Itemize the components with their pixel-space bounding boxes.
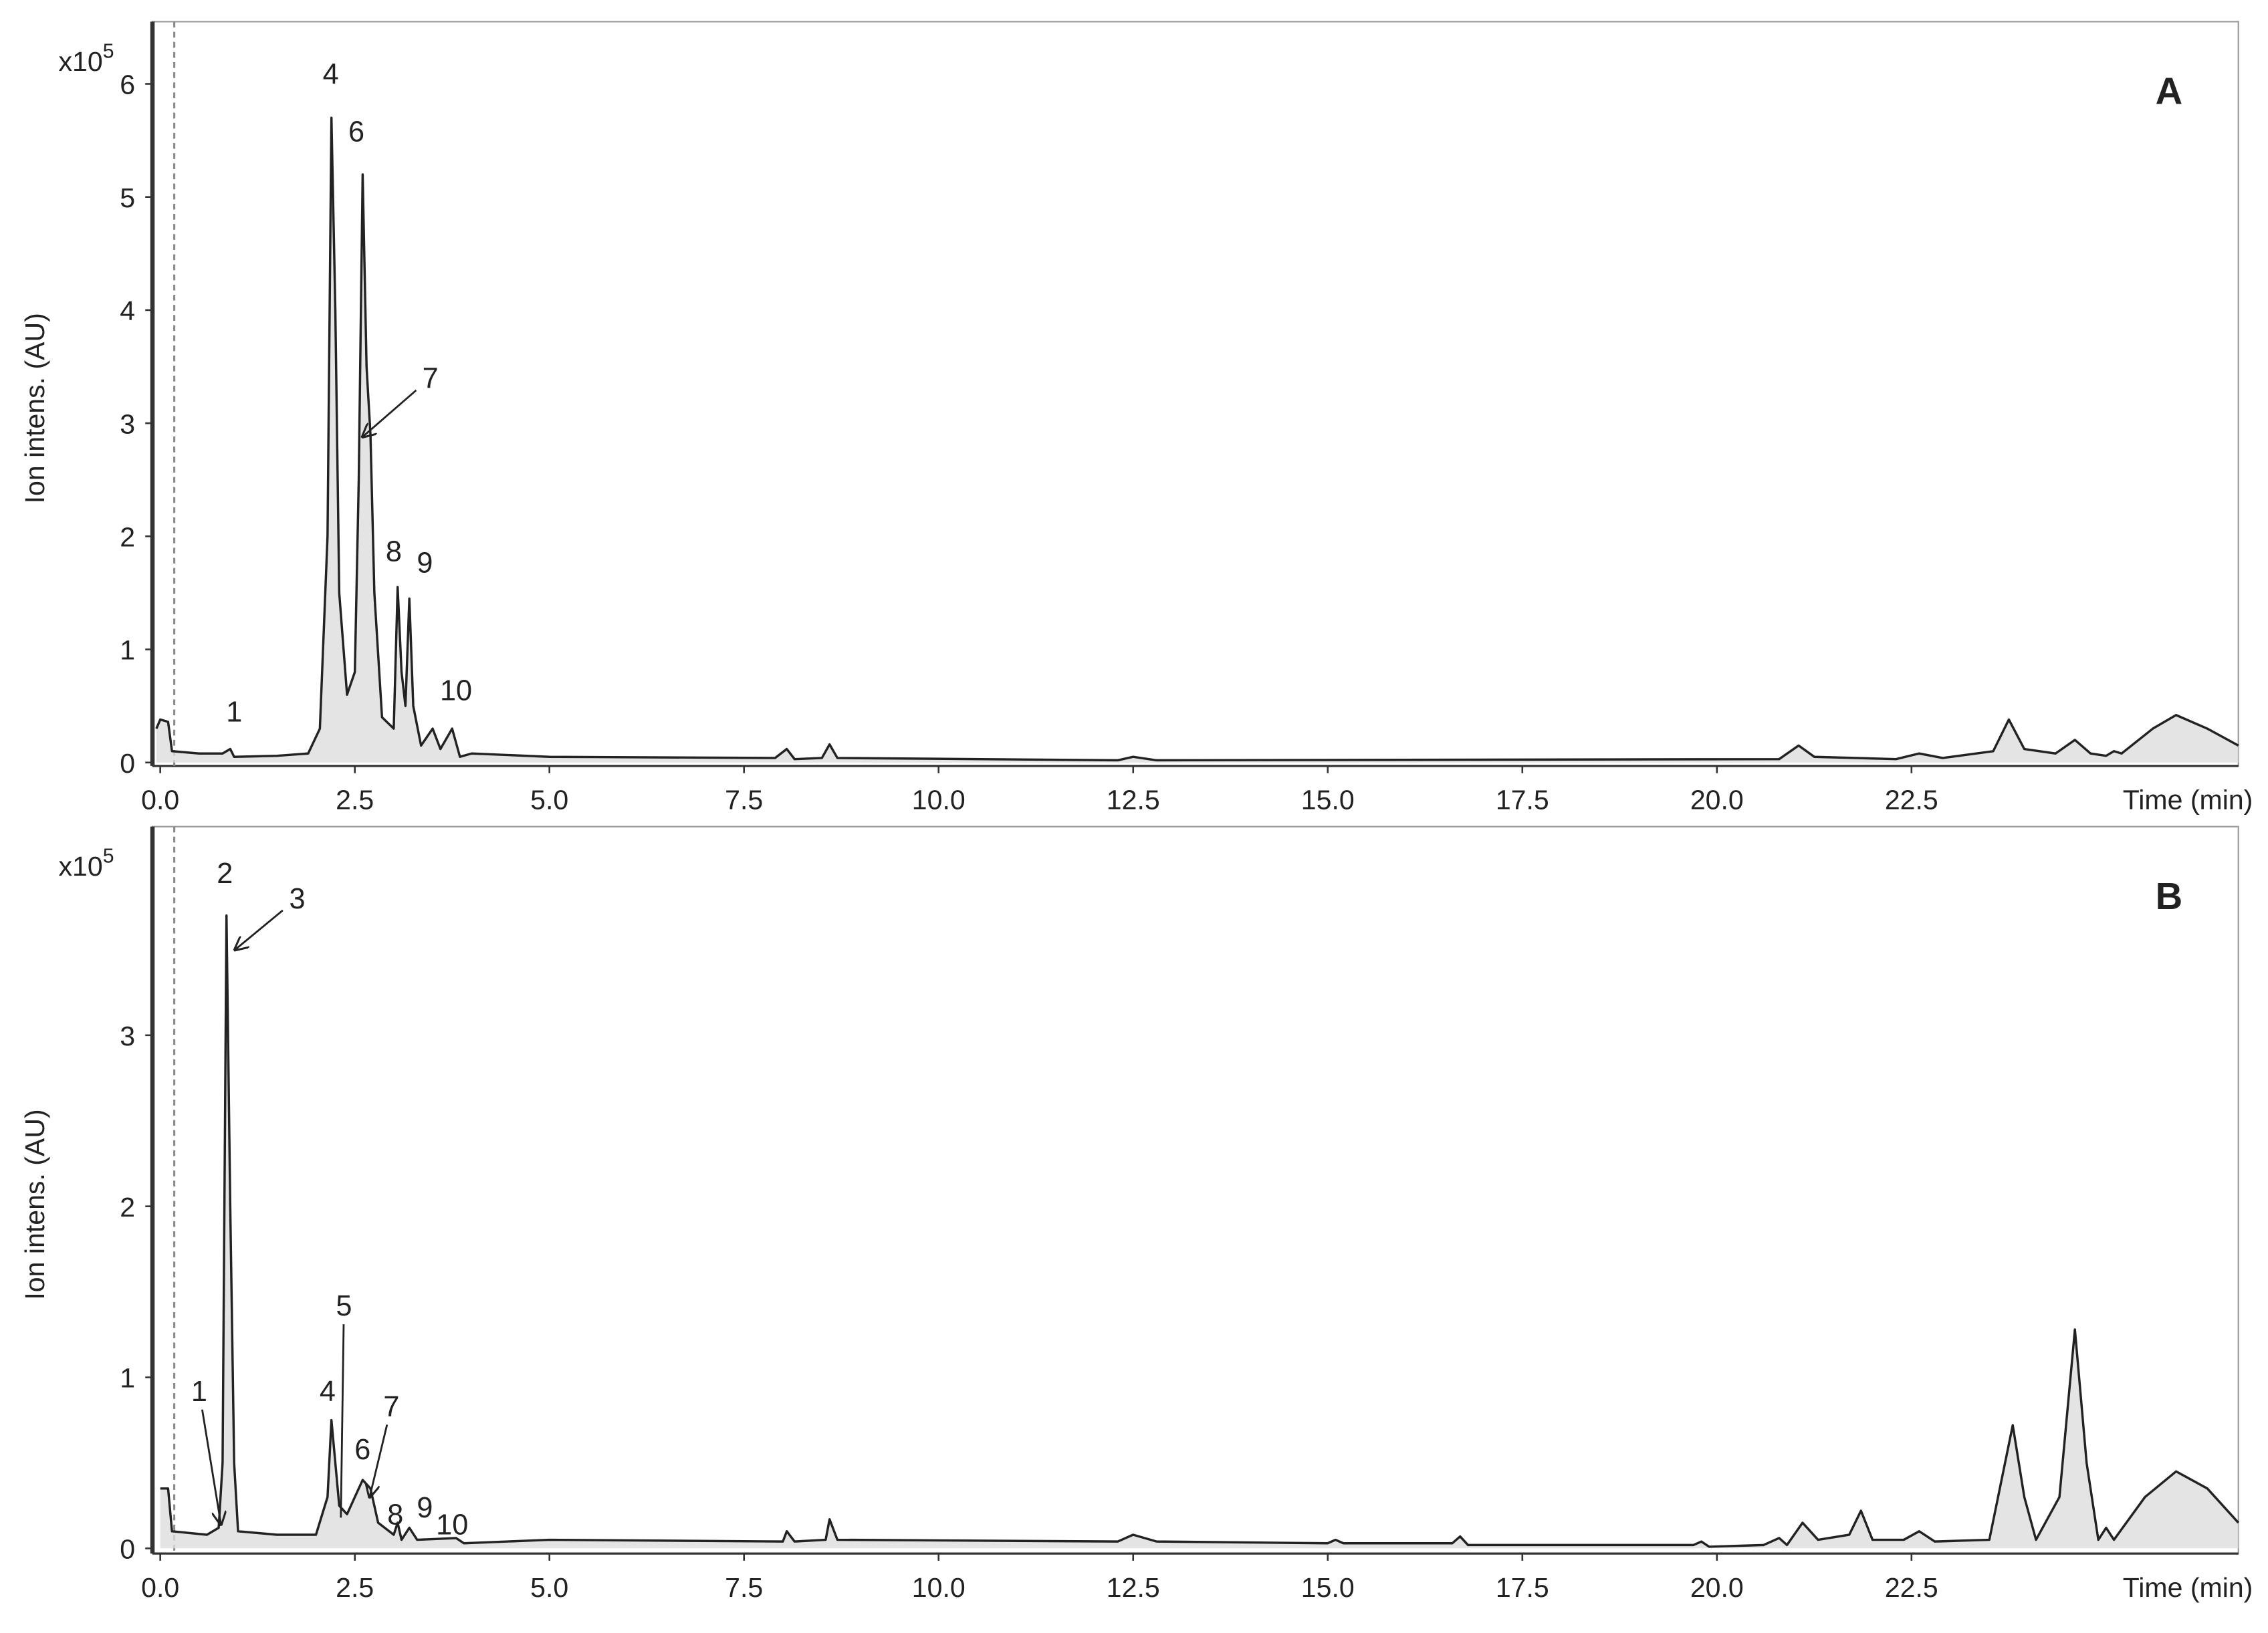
x-tick-label: 7.5 <box>725 1572 763 1603</box>
x-tick-label: 10.0 <box>912 785 966 815</box>
peak-label: 9 <box>417 547 433 579</box>
trace-line <box>160 914 2240 1548</box>
y-tick-label: 5 <box>120 182 135 213</box>
x-tick-label: 2.5 <box>336 785 374 815</box>
x-tick-label: 22.5 <box>1885 1572 1938 1603</box>
y-tick-label: 1 <box>120 1363 135 1394</box>
y-tick-label: 3 <box>120 1021 135 1051</box>
y-tick-label: 3 <box>120 408 135 439</box>
peak-label: 6 <box>354 1434 370 1466</box>
y-tick-label: 2 <box>120 521 135 552</box>
y-axis-label: Ion intens. (AU) <box>19 1109 50 1299</box>
x-tick-label: 2.5 <box>336 1572 374 1603</box>
peak-label: 1 <box>226 697 242 729</box>
x-tick-label: 12.5 <box>1107 785 1160 815</box>
x-tick-label: 0.0 <box>141 1572 179 1603</box>
panel-letter: B <box>2156 875 2183 917</box>
peak-label: 1 <box>191 1376 207 1408</box>
trace-fill <box>156 118 2239 763</box>
y-tick-label: 1 <box>120 635 135 666</box>
peak-label: 7 <box>383 1391 399 1423</box>
x-tick-label: 5.0 <box>530 1572 568 1603</box>
x-tick-label: 15.0 <box>1301 1572 1355 1603</box>
x-tick-label: 7.5 <box>725 785 763 815</box>
annotation-line <box>340 1324 345 1518</box>
annotation-arrow <box>370 1424 388 1497</box>
y-scale-exponent: 5 <box>103 846 114 868</box>
peak-label: 3 <box>290 883 306 915</box>
x-tick-label: 15.0 <box>1301 785 1355 815</box>
y-tick-label: 6 <box>120 70 135 100</box>
peak-label: 8 <box>387 1499 403 1531</box>
y-scale-base: x10 <box>59 851 103 882</box>
x-tick-label: 5.0 <box>530 785 568 815</box>
x-axis-label: Time (min) <box>2123 1572 2253 1603</box>
peak-label: 2 <box>217 858 233 890</box>
y-scale-base: x10 <box>59 46 103 77</box>
x-tick-label: 17.5 <box>1496 785 1549 815</box>
y-tick-label: 0 <box>120 1534 135 1565</box>
peak-label: 9 <box>417 1492 433 1524</box>
peak-label: 6 <box>348 116 364 148</box>
annotation-arrow <box>201 1409 221 1525</box>
x-tick-label: 17.5 <box>1496 1572 1549 1603</box>
y-tick-label: 4 <box>120 295 135 326</box>
annotation-arrow <box>362 389 417 437</box>
x-tick-label: 22.5 <box>1885 785 1938 815</box>
panel-letter: A <box>2156 70 2183 112</box>
peak-label: 8 <box>386 535 402 568</box>
peak-label: 4 <box>323 58 339 90</box>
annotation-arrow <box>235 909 284 950</box>
y-scale-label: x105 <box>59 846 114 882</box>
x-tick-label: 12.5 <box>1107 1572 1160 1603</box>
y-tick-label: 2 <box>120 1192 135 1223</box>
y-scale-exponent: 5 <box>103 40 114 62</box>
peak-label: 10 <box>436 1509 468 1541</box>
peak-label: 10 <box>440 675 472 707</box>
plot-frame <box>151 826 2239 1555</box>
trace-fill <box>160 915 2239 1549</box>
peak-label: 4 <box>320 1376 336 1408</box>
x-axis-label: Time (min) <box>2123 785 2253 815</box>
peak-label: 5 <box>336 1290 352 1322</box>
plot-frame <box>151 21 2239 767</box>
trace-line <box>155 116 2239 762</box>
x-tick-label: 20.0 <box>1690 785 1744 815</box>
y-scale-label: x105 <box>59 40 114 76</box>
x-tick-label: 20.0 <box>1690 1572 1744 1603</box>
y-tick-label: 0 <box>120 748 135 779</box>
x-tick-label: 10.0 <box>912 1572 966 1603</box>
x-tick-label: 0.0 <box>141 785 179 815</box>
peak-label: 7 <box>423 363 439 395</box>
y-axis-label: Ion intens. (AU) <box>19 313 50 503</box>
